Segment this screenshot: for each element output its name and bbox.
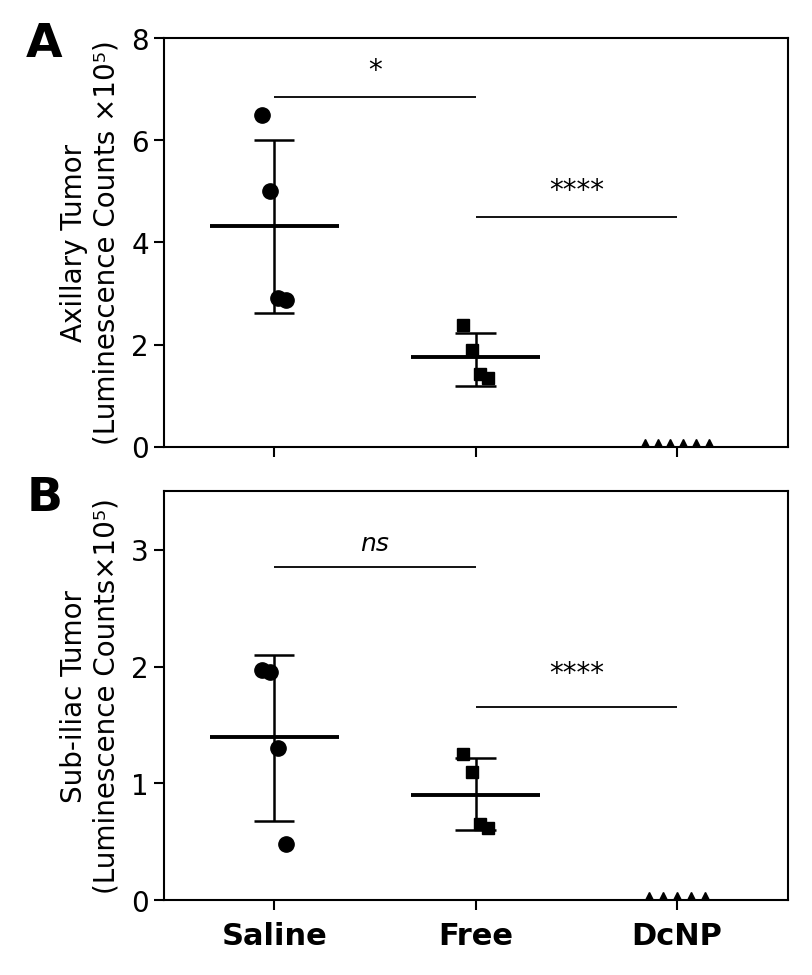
Text: ****: **** [548,660,603,687]
Y-axis label: Sub-iliac Tumor
(Luminescence Counts×10⁵): Sub-iliac Tumor (Luminescence Counts×10⁵… [59,498,120,894]
Text: *: * [368,57,382,85]
Text: B: B [26,476,63,521]
Text: A: A [26,22,63,67]
Y-axis label: Axillary Tumor
(Luminescence Counts ×10⁵): Axillary Tumor (Luminescence Counts ×10⁵… [59,41,120,446]
Text: ns: ns [361,532,389,556]
Text: ****: **** [548,176,603,205]
